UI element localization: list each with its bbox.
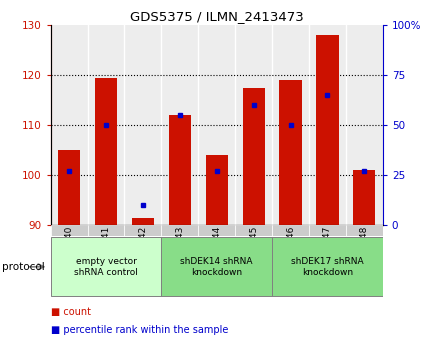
FancyBboxPatch shape <box>161 225 198 236</box>
Text: GSM1486447: GSM1486447 <box>323 225 332 286</box>
Bar <box>132 217 154 225</box>
FancyBboxPatch shape <box>272 225 309 236</box>
Bar <box>161 25 198 225</box>
Bar <box>95 78 117 225</box>
Text: empty vector
shRNA control: empty vector shRNA control <box>74 257 138 277</box>
Text: GSM1486442: GSM1486442 <box>138 225 147 286</box>
Bar <box>279 80 301 225</box>
Text: shDEK14 shRNA
knockdown: shDEK14 shRNA knockdown <box>180 257 253 277</box>
Text: shDEK17 shRNA
knockdown: shDEK17 shRNA knockdown <box>291 257 364 277</box>
Text: GSM1486441: GSM1486441 <box>102 225 110 286</box>
FancyBboxPatch shape <box>125 225 161 236</box>
FancyBboxPatch shape <box>161 237 272 297</box>
Bar <box>346 25 383 225</box>
Text: GSM1486443: GSM1486443 <box>175 225 184 286</box>
FancyBboxPatch shape <box>51 237 161 297</box>
Text: protocol: protocol <box>2 262 45 272</box>
FancyBboxPatch shape <box>272 237 383 297</box>
Bar <box>205 155 228 225</box>
Text: GSM1486448: GSM1486448 <box>360 225 369 286</box>
Bar <box>88 25 125 225</box>
Text: GSM1486444: GSM1486444 <box>212 225 221 286</box>
FancyBboxPatch shape <box>51 225 88 236</box>
Text: ■ percentile rank within the sample: ■ percentile rank within the sample <box>51 325 228 335</box>
Bar <box>58 150 80 225</box>
FancyBboxPatch shape <box>198 225 235 236</box>
Bar <box>169 115 191 225</box>
FancyBboxPatch shape <box>346 225 383 236</box>
Text: GSM1486440: GSM1486440 <box>65 225 73 286</box>
Bar <box>316 35 338 225</box>
Text: GSM1486446: GSM1486446 <box>286 225 295 286</box>
Text: ■ count: ■ count <box>51 307 91 317</box>
Bar <box>272 25 309 225</box>
FancyBboxPatch shape <box>309 225 346 236</box>
Title: GDS5375 / ILMN_2413473: GDS5375 / ILMN_2413473 <box>130 10 304 23</box>
Text: GSM1486445: GSM1486445 <box>249 225 258 286</box>
Bar <box>125 25 161 225</box>
Bar <box>309 25 346 225</box>
Bar <box>198 25 235 225</box>
Bar <box>235 25 272 225</box>
FancyBboxPatch shape <box>88 225 125 236</box>
Bar <box>51 25 88 225</box>
FancyBboxPatch shape <box>235 225 272 236</box>
Bar <box>353 170 375 225</box>
Bar <box>242 88 265 225</box>
